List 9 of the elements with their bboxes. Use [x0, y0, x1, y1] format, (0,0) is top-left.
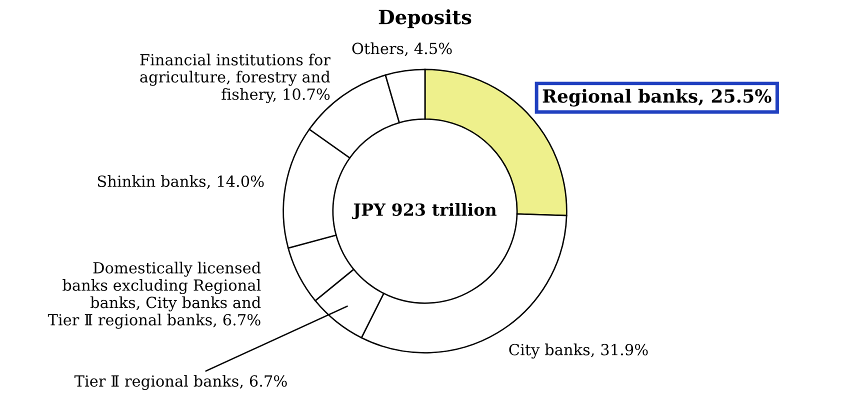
text: JPY 923 trillion	[352, 203, 496, 220]
chart-title: Deposits	[378, 9, 472, 28]
slice-label: Regional banks, 25.5%	[542, 88, 772, 107]
slice-label: Others, 4.5%	[352, 42, 452, 56]
slice-label: Shinkin banks, 14.0%	[98, 175, 264, 189]
slice-label: Financial institutions for agriculture, forestry and fishery, 10.7%	[140, 54, 330, 104]
slice-label: Tier Ⅱ regional banks, 6.7%	[74, 374, 287, 390]
slice-label: City banks, 31.9%	[509, 344, 648, 359]
slice-label: Domestically licensed banks excluding Regional banks, City banks and Tier Ⅱ regional banks, 6.7%	[48, 262, 261, 329]
